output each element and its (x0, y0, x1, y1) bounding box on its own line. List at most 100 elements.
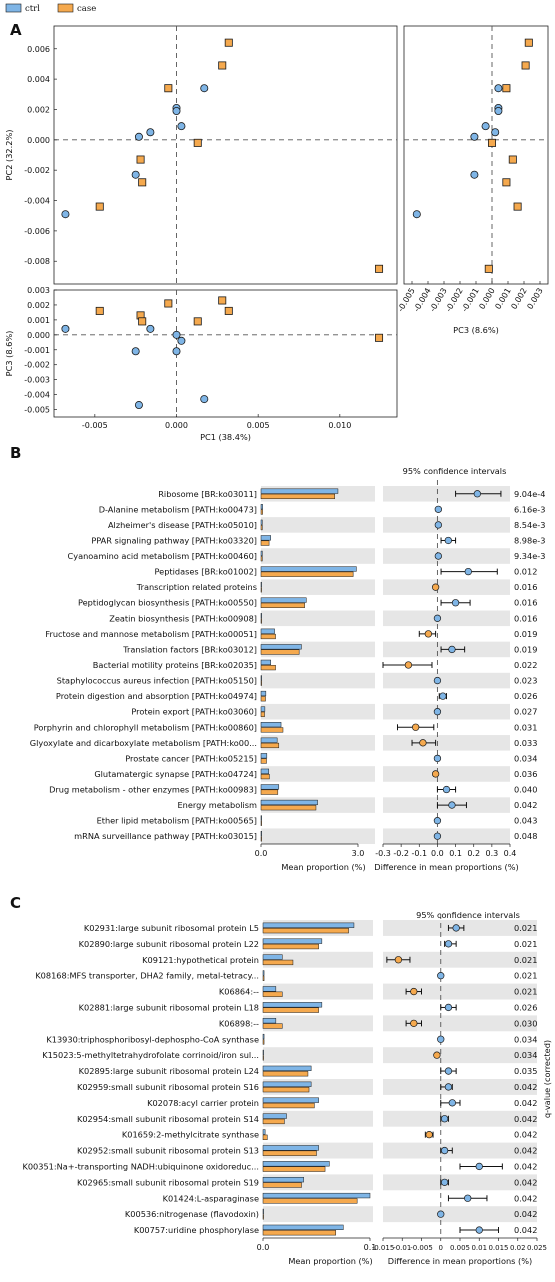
bar-ctrl (260, 753, 268, 759)
bar-case (260, 742, 280, 749)
pc12-point-case (95, 202, 104, 211)
pc12-point-case (164, 84, 173, 93)
row-label: Staphylococcus aureus infection [PATH:ko… (57, 676, 257, 686)
ci-point (431, 583, 440, 591)
bar-ctrl (260, 768, 270, 774)
ci-xlabel: Difference in mean proportions (%) (388, 1256, 532, 1266)
row-band-right (383, 951, 537, 968)
row-band-left (263, 1206, 373, 1223)
bar-ctrl (262, 1192, 371, 1199)
ci-point (464, 1194, 472, 1202)
bar-ctrl (262, 1224, 344, 1230)
legend-swatch-ctrl (5, 3, 22, 13)
bar-case (262, 943, 319, 950)
ci-point (433, 1051, 441, 1059)
bar-ctrl (260, 675, 262, 681)
pc32-xtick-label: 0.003 (525, 287, 544, 311)
bar-case (262, 1055, 264, 1061)
row-label: K00757:uridine phosphorylase (134, 1225, 259, 1235)
q-value: 0.042 (514, 1146, 537, 1156)
row-band-right (383, 579, 510, 595)
bar-ctrl (262, 1129, 266, 1135)
pc12-point-ctrl (134, 132, 143, 141)
row-band-right (383, 517, 510, 533)
panel-b-letter: B (10, 444, 21, 462)
bar-case (260, 665, 276, 671)
q-value: 0.042 (514, 1209, 537, 1219)
row-band-left (261, 579, 375, 595)
q-value: 0.026 (514, 1002, 537, 1012)
bar-case (260, 571, 354, 577)
row-label: K06898:-- (219, 1018, 259, 1028)
bar-ctrl (260, 519, 263, 525)
ci-point (437, 1035, 445, 1043)
ci-point (433, 708, 442, 716)
bar-case (260, 556, 263, 562)
row-band-left (261, 486, 375, 502)
bar-case (260, 727, 284, 733)
ci-point (394, 956, 403, 964)
bar-case (260, 789, 279, 795)
pc13-plot-frame (53, 289, 398, 418)
q-value: 0.042 (514, 1114, 537, 1124)
pc32-point-case (521, 61, 530, 70)
row-label: Cyanoamino acid metabolism [PATH:ko00460… (68, 551, 257, 561)
pc12-ylabel: PC2 (32.2%) (4, 130, 14, 181)
bar-ctrl (260, 550, 263, 556)
pc13-ytick-label: -0.005 (24, 406, 50, 415)
bar-ctrl (260, 628, 275, 634)
row-label: mRNA surveillance pathway [PATH:ko03015] (74, 831, 257, 841)
row-band-right (383, 610, 510, 627)
ci-tick-label: 0 (439, 1244, 443, 1252)
pc12-ytick-label: -0.004 (24, 197, 50, 206)
q-value: 0.022 (514, 660, 537, 670)
row-band-right (383, 672, 510, 689)
pc32-point-ctrl (494, 84, 503, 93)
q-value: 0.021 (514, 987, 537, 997)
bar-case (262, 1102, 315, 1109)
row-band-left (263, 1174, 373, 1191)
row-band-right (383, 1142, 537, 1159)
pc13-ytick-label: 0.003 (27, 286, 50, 295)
pc12-ytick-label: 0.004 (27, 75, 50, 84)
q-value: 0.040 (514, 785, 537, 795)
bar-case (262, 1166, 326, 1172)
pc13-point-case (95, 306, 104, 315)
row-band-left (263, 951, 373, 968)
q-value: 0.042 (514, 1193, 537, 1203)
q-value: 0.030 (514, 1018, 537, 1028)
bar-ctrl (262, 1065, 312, 1071)
q-value: 0.042 (514, 1082, 537, 1092)
pc12-point-case (218, 61, 227, 70)
row-band-right (383, 1047, 537, 1064)
pc32-point-ctrl (494, 106, 503, 115)
q-value: 0.035 (514, 1066, 537, 1076)
row-label: K06864:-- (219, 987, 259, 997)
bar-case (260, 587, 262, 593)
bar-ctrl (260, 784, 280, 790)
bar-ctrl (260, 488, 339, 494)
row-label: K09121:hypothetical protein (142, 955, 259, 965)
pc12-ytick-label: 0.002 (27, 105, 50, 114)
q-value: 0.034 (514, 753, 537, 763)
bar-ctrl (260, 566, 357, 572)
legend-label-ctrl: ctrl (25, 4, 40, 14)
q-value: 0.042 (514, 1130, 537, 1140)
bar-case (262, 1214, 264, 1220)
bar-ctrl (262, 1145, 319, 1151)
bar-case (260, 540, 270, 546)
pc32-point-case (513, 202, 522, 211)
bar-case (260, 805, 317, 811)
bar-ctrl (260, 690, 267, 697)
pc12-ytick-label: -0.002 (24, 166, 50, 175)
row-label: Glutamatergic synapse [PATH:ko04724] (94, 769, 257, 779)
ci-tick-label: -0.01 (393, 1244, 411, 1252)
row-band-right (383, 735, 510, 751)
bar-case (262, 1150, 317, 1156)
ci-point (410, 987, 418, 996)
pc12-plot-frame (53, 25, 398, 285)
q-value: 0.019 (514, 629, 537, 639)
row-band-right (383, 1079, 537, 1095)
row-label: Bacterial motility proteins [BR:ko02035] (93, 660, 257, 670)
